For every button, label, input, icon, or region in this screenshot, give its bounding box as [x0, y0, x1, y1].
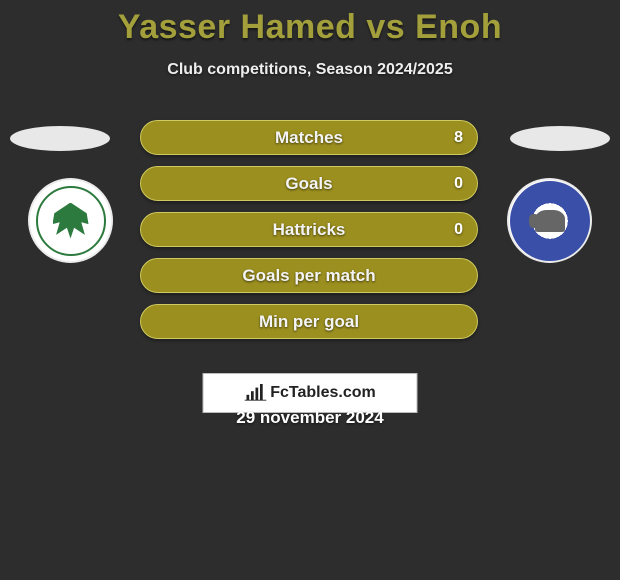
club-badge-right: [507, 178, 592, 263]
brand-attribution: FcTables.com: [203, 373, 418, 413]
page-title: Yasser Hamed vs Enoh: [0, 0, 620, 47]
stat-row-goals: Goals 0: [140, 166, 478, 201]
player-avatar-left: [10, 126, 110, 151]
stat-row-mpg: Min per goal: [140, 304, 478, 339]
brand-label: FcTables.com: [270, 384, 376, 402]
stat-value-right: 0: [454, 221, 463, 239]
stat-label: Hattricks: [273, 220, 346, 240]
elephant-icon: [510, 181, 590, 261]
stat-row-gpm: Goals per match: [140, 258, 478, 293]
stat-label: Matches: [275, 128, 343, 148]
stat-row-matches: Matches 8: [140, 120, 478, 155]
stat-label: Goals: [285, 174, 332, 194]
subtitle: Club competitions, Season 2024/2025: [0, 61, 620, 79]
stat-value-right: 8: [454, 129, 463, 147]
club-badge-left: [28, 178, 113, 263]
snapshot-date: 29 november 2024: [0, 408, 620, 428]
bar-chart-icon: [244, 384, 266, 402]
stat-row-hattricks: Hattricks 0: [140, 212, 478, 247]
player-avatar-right: [510, 126, 610, 151]
stat-label: Min per goal: [259, 312, 359, 332]
stat-value-right: 0: [454, 175, 463, 193]
stats-list: Matches 8 Goals 0 Hattricks 0 Goals per …: [140, 120, 478, 339]
eagle-icon: [36, 186, 106, 256]
stat-label: Goals per match: [242, 266, 375, 286]
